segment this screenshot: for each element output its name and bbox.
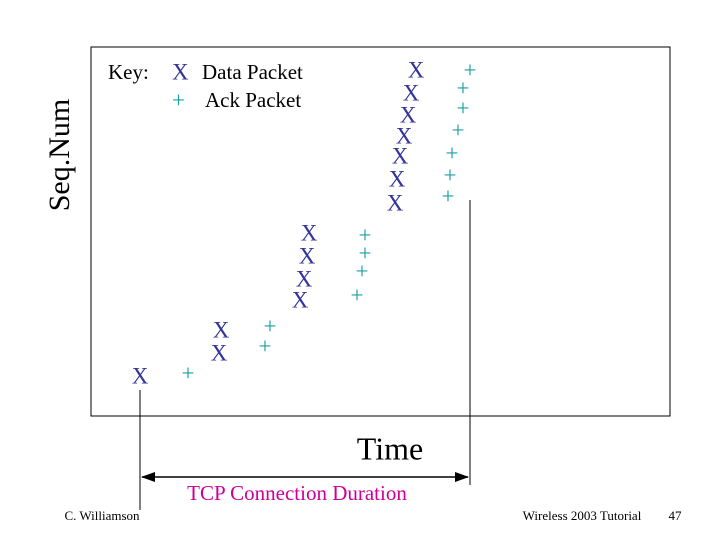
data-packet: X [392, 143, 409, 168]
data-packet: X [132, 363, 149, 388]
data-packet: X [403, 80, 420, 105]
ack-packet: + [442, 183, 455, 208]
ack-packet: + [264, 313, 277, 338]
data-packet: X [299, 243, 316, 268]
ack-packet: + [464, 57, 477, 82]
footer-author: C. Williamson [64, 508, 140, 523]
plot-box [90, 46, 671, 417]
data-packet: X [211, 340, 228, 365]
data-packet: X [387, 190, 404, 215]
footer-page: 47 [669, 508, 683, 523]
key-data-symbol: X [172, 59, 189, 84]
key-ack-symbol: + [172, 87, 185, 112]
data-packet: X [389, 166, 406, 191]
ack-packet: + [446, 140, 459, 165]
ack-packet: + [457, 75, 470, 100]
ack-packet: + [444, 162, 457, 187]
arrow-head-left [141, 472, 155, 482]
data-packet: X [408, 57, 425, 82]
key-data-label: Data Packet [202, 60, 303, 84]
ack-packet: + [359, 222, 372, 247]
x-axis-label: Time [357, 430, 423, 466]
ack-packet: + [351, 282, 364, 307]
annotation: TCP Connection Duration [187, 481, 407, 505]
ack-packet: + [356, 258, 369, 283]
key-label: Key: [108, 60, 149, 84]
data-packet: X [213, 317, 230, 342]
y-axis-label: Seq.Num [43, 99, 76, 212]
data-packet: X [296, 266, 313, 291]
key-ack-label: Ack Packet [205, 88, 301, 112]
ack-packet: + [359, 240, 372, 265]
data-packet: X [292, 287, 309, 312]
ack-packet: + [259, 333, 272, 358]
arrow-head-right [455, 472, 469, 482]
data-packet: X [301, 220, 318, 245]
data-packet: X [396, 123, 413, 148]
footer-event: Wireless 2003 Tutorial [523, 508, 642, 523]
ack-packet: + [457, 95, 470, 120]
ack-packet: + [452, 117, 465, 142]
data-packet: X [400, 102, 417, 127]
ack-packet: + [182, 360, 195, 385]
